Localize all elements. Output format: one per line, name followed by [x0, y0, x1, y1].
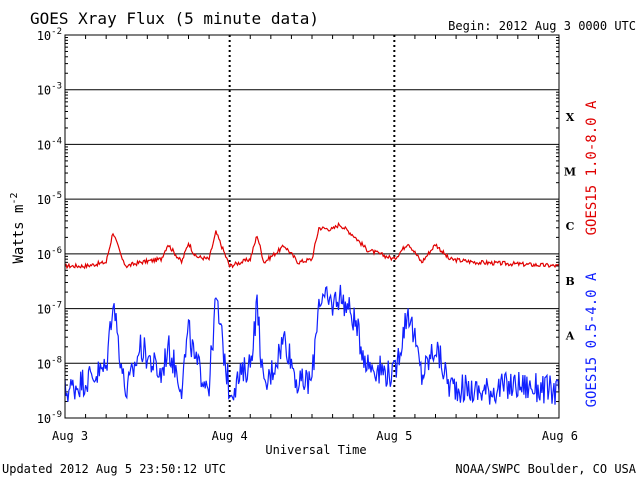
y-tick-exponent: -6 [51, 246, 62, 256]
legend-short-channel: GOES15 0.5-4.0 A [584, 272, 600, 407]
y-tick-exponent: -2 [51, 27, 62, 37]
data-credit: NOAA/SWPC Boulder, CO USA [455, 462, 636, 476]
y-tick-label: 10-8 [37, 355, 62, 371]
x-axis-ticks: Aug 3 Aug 4 Aug 5 Aug 6 [52, 35, 578, 443]
begin-timestamp: Begin: 2012 Aug 3 0000 UTC [448, 19, 636, 33]
y-tick-label: 10-6 [37, 246, 62, 262]
y-tick-base: 10 [37, 84, 51, 98]
y-tick-exponent: -3 [51, 82, 62, 92]
y-tick-exponent: -4 [51, 136, 62, 146]
y-tick-base: 10 [37, 29, 51, 43]
chart-grid [65, 34, 559, 419]
series-line-short-channel [64, 284, 560, 405]
y-tick-label: 10-2 [37, 27, 62, 43]
flare-class-x: X [566, 111, 575, 124]
y-tick-base: 10 [37, 248, 51, 262]
y-tick-base: 10 [37, 412, 51, 426]
flare-class-b: B [565, 275, 574, 288]
y-axis-label: Watts m-2 [9, 192, 27, 263]
legend-long-channel: GOES15 1.0-8.0 A [584, 100, 600, 235]
x-tick-label: Aug 3 [52, 429, 88, 443]
x-axis-label: Universal Time [265, 443, 366, 457]
plot-frame [64, 34, 560, 419]
flare-class-labels: X M C B A [564, 111, 576, 343]
y-tick-exponent: -5 [51, 191, 62, 201]
y-tick-exponent: -7 [51, 301, 62, 311]
x-tick-label: Aug 4 [212, 429, 248, 443]
y-tick-base: 10 [37, 357, 51, 371]
chart-title: GOES Xray Flux (5 minute data) [30, 9, 319, 28]
y-axis-label-exponent: -2 [9, 192, 20, 204]
flare-class-a: A [565, 330, 575, 343]
y-tick-exponent: -8 [51, 355, 62, 365]
y-tick-base: 10 [37, 138, 51, 152]
y-tick-label: 10-3 [37, 82, 62, 98]
y-axis-ticks: 10-210-310-410-510-610-710-810-9 [37, 27, 559, 426]
y-tick-label: 10-5 [37, 191, 62, 207]
y-tick-label: 10-9 [37, 410, 62, 426]
y-tick-exponent: -9 [51, 410, 62, 420]
y-tick-base: 10 [37, 303, 51, 317]
updated-timestamp: Updated 2012 Aug 5 23:50:12 UTC [2, 462, 226, 476]
y-tick-base: 10 [37, 193, 51, 207]
x-tick-label: Aug 6 [542, 429, 578, 443]
series-layer [64, 221, 560, 405]
series-line-long-channel [64, 221, 560, 270]
flare-class-m: M [564, 166, 576, 179]
y-tick-label: 10-4 [37, 136, 62, 152]
y-tick-label: 10-7 [37, 301, 62, 317]
flare-class-c: C [566, 220, 575, 233]
x-tick-label: Aug 5 [376, 429, 412, 443]
y-axis-label-base: Watts m [11, 205, 27, 264]
